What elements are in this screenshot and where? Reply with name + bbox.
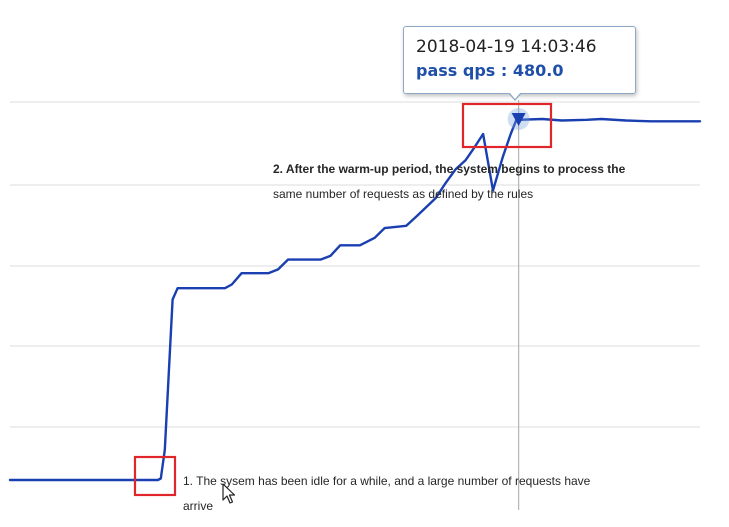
tooltip-value: pass qps : 480.0 (416, 61, 564, 80)
highlight-box-idle-start (133, 455, 177, 497)
annotation-2-line-2: same number of requests as defined by th… (273, 187, 534, 201)
chart-tooltip: 2018-04-19 14:03:46 pass qps : 480.0 (403, 26, 636, 94)
annotation-1-line-1: 1. The sysem has been idle for a while, … (183, 474, 591, 488)
marker-layer (507, 108, 530, 130)
grid-layer (10, 101, 700, 428)
series-line-pass-qps[interactable] (8, 117, 702, 482)
highlight-point-marker[interactable] (511, 113, 526, 126)
annotation-1-line-2: arrive (183, 499, 214, 513)
annotation-2-line-1: 2. After the warm-up period, the system … (273, 162, 626, 176)
tooltip-date: 2018-04-19 14:03:46 (416, 37, 597, 57)
tooltip-arrow-inner (509, 92, 521, 99)
highlight-layer (133, 102, 553, 497)
highlight-box-warm-up-end (461, 102, 553, 149)
mouse-pointer-icon (222, 483, 236, 504)
